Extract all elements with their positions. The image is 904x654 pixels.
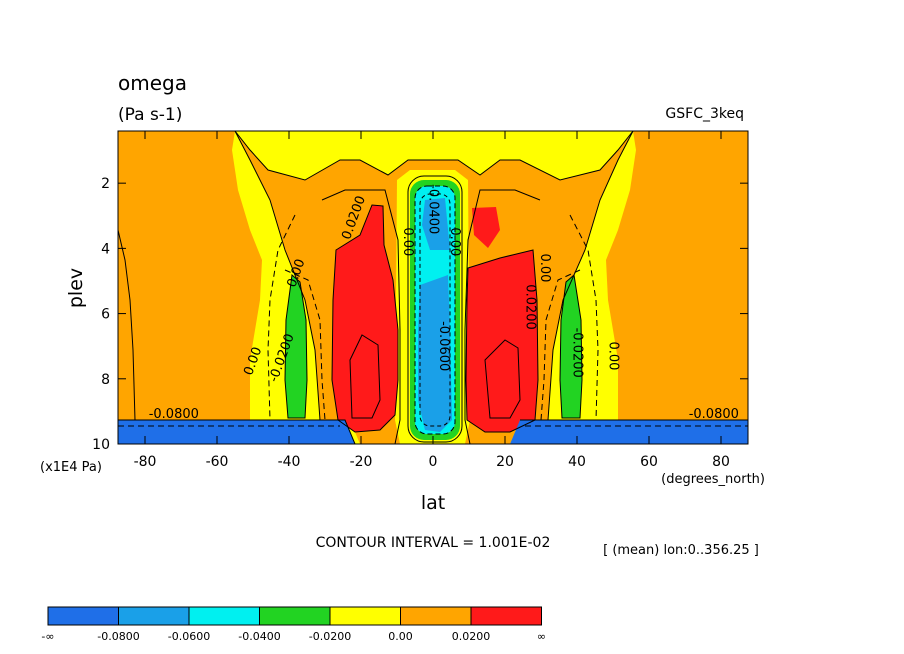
y-tick-label: 4 <box>101 241 110 257</box>
contour-line-zero-left <box>117 229 136 421</box>
x-tick-label: 20 <box>496 454 514 470</box>
y-tick-labels: 2 4 6 8 10 <box>92 176 110 453</box>
legend-swatch <box>470 606 542 626</box>
contour-line-red-left <box>331 204 399 433</box>
legend-label: ∞ <box>537 630 546 643</box>
red-region-left <box>332 205 398 432</box>
y-tick-label: 2 <box>101 176 110 192</box>
contour-label: 0.0200 <box>523 284 538 330</box>
contour-line-dashed-left-2 <box>284 269 326 421</box>
x-tick-label: 0 <box>429 454 438 470</box>
blue-core-lower <box>418 275 452 432</box>
contour-lines <box>117 130 748 445</box>
x-axis-title: lat <box>421 492 445 514</box>
legend-label: -0.0400 <box>238 630 280 643</box>
mean-text: [ (mean) lon:0..356.25 ] <box>603 543 759 558</box>
contour-line-green-left <box>284 274 308 419</box>
legend-label: -0.0800 <box>97 630 139 643</box>
blue-band-left <box>118 420 355 444</box>
contour-line-inner-right <box>484 339 521 419</box>
contour-label: 0.00 <box>400 227 415 256</box>
contour-line-orange-left <box>321 189 401 445</box>
x-axis-units: (degrees_north) <box>661 472 765 487</box>
contour-interval-text: CONTOUR INTERVAL = 1.001E-02 <box>316 535 551 551</box>
contour-label: -0.0800 <box>149 407 199 422</box>
yellow-top-center <box>235 131 633 180</box>
x-tick-labels: -80 -60 -40 -20 0 20 40 60 80 <box>134 454 730 470</box>
legend-label: -0.0600 <box>168 630 210 643</box>
x-tick-label: -80 <box>134 454 157 470</box>
x-tick-label: 60 <box>640 454 658 470</box>
contour-label: 0.00 <box>537 253 552 282</box>
contour-label: 0.00 <box>605 341 620 370</box>
contour-label: -0.0600 <box>436 321 451 371</box>
green-lobe-right <box>560 275 582 418</box>
blue-core-upper <box>422 198 450 250</box>
units-label: (Pa s-1) <box>118 105 182 125</box>
y-axis-title: plev <box>65 268 87 308</box>
x-tick-label: -60 <box>206 454 229 470</box>
contour-label: -0.0400 <box>425 184 440 234</box>
contour-line-inner-left <box>349 334 381 419</box>
legend-swatch <box>400 606 472 626</box>
x-tick-label: 40 <box>568 454 586 470</box>
color-legend: -∞ -0.0800 -0.0600 -0.0400 -0.0200 0.00 0.0200… <box>41 606 546 643</box>
y-tick-label: 6 <box>101 307 110 323</box>
contour-line-zero-left-2 <box>234 130 321 421</box>
x-tick-label: 80 <box>712 454 730 470</box>
red-blob-right-top <box>472 207 500 248</box>
contour-line-red-right <box>465 249 539 433</box>
y-axis-units: (x1E4 Pa) <box>40 460 102 475</box>
contour-line-dashed-right-2 <box>540 269 581 421</box>
plot-area: 0.0200 0.00 -0.0400 0.00 0.00 0.00 -0.0200 -0.0… <box>117 130 749 445</box>
legend-swatch <box>188 606 260 626</box>
blue-band-right <box>510 420 748 444</box>
contour-label: 0.00 <box>447 227 462 256</box>
contour-line-zero-right <box>547 130 634 421</box>
contour-line-dashed-right <box>569 214 599 421</box>
x-tick-label: -20 <box>350 454 373 470</box>
legend-label: 0.0200 <box>452 630 491 643</box>
legend-swatch <box>259 606 331 626</box>
legend-label: -0.0200 <box>309 630 351 643</box>
contour-label: -0.0800 <box>689 407 739 422</box>
y-tick-label: 10 <box>92 437 110 453</box>
legend-label: 0.00 <box>388 630 413 643</box>
red-region-right <box>466 250 538 432</box>
axis-ticks <box>118 131 748 445</box>
contour-line-core-inner <box>414 185 456 435</box>
contour-line-orange-right <box>464 189 541 445</box>
y-tick-label: 8 <box>101 372 110 388</box>
contour-line-dashed-left <box>267 214 296 421</box>
contour-label: -0.0200 <box>569 328 584 378</box>
green-lobe-left <box>285 275 307 418</box>
legend-swatch <box>47 606 119 626</box>
legend-swatch <box>329 606 401 626</box>
legend-swatch <box>118 606 190 626</box>
dataset-label: GSFC_3keq <box>665 106 744 122</box>
x-tick-label: -40 <box>278 454 301 470</box>
legend-label: -∞ <box>41 630 54 643</box>
contour-line-bottom-band <box>118 419 748 445</box>
contour-line-top <box>234 130 634 181</box>
contour-line-green-right <box>559 274 583 419</box>
chart-title: omega <box>118 71 187 95</box>
contour-line-core-outer <box>407 175 463 443</box>
